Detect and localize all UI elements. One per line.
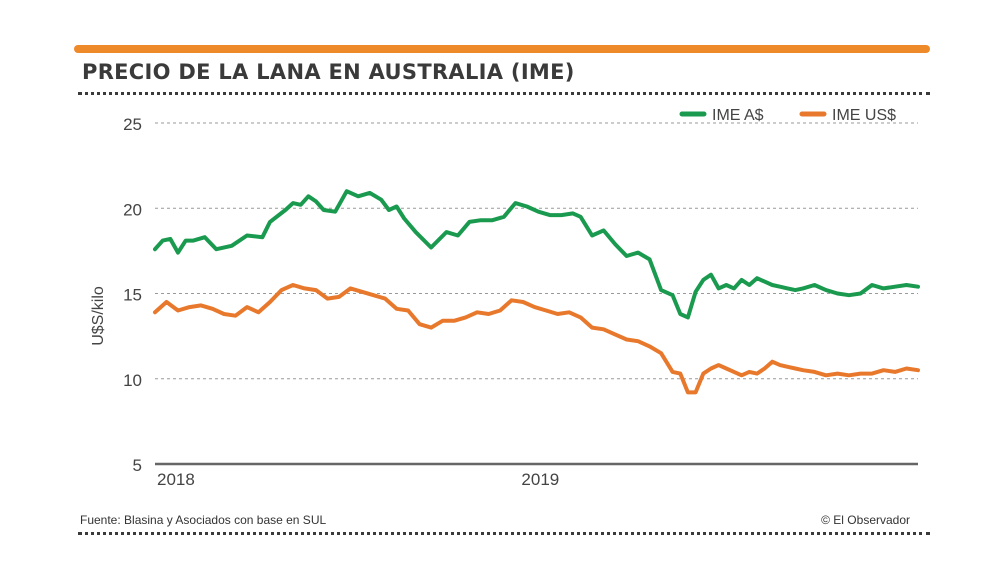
source-note: Fuente: Blasina y Asociados con base en … xyxy=(80,513,327,527)
y-axis-label: U$S/kilo xyxy=(90,286,107,346)
x-tick-label-2019: 2019 xyxy=(521,470,559,489)
page-title: PRECIO DE LA LANA EN AUSTRALIA (IME) xyxy=(82,60,575,84)
y-tick-label-25: 25 xyxy=(123,115,142,134)
y-tick-label-10: 10 xyxy=(123,371,142,390)
y-tick-label-5: 5 xyxy=(133,456,142,475)
legend-label-ime-usd: IME US$ xyxy=(832,107,896,124)
header-accent-bar xyxy=(74,45,930,53)
copyright-credit: © El Observador xyxy=(821,513,910,527)
divider-bottom xyxy=(78,532,930,535)
x-tick-label-2018: 2018 xyxy=(157,470,195,489)
legend-label-ime-aud: IME A$ xyxy=(712,107,764,124)
series-line-ime-usd xyxy=(153,283,920,395)
divider-top xyxy=(78,92,930,95)
y-tick-label-20: 20 xyxy=(123,200,142,219)
y-tick-label-15: 15 xyxy=(123,286,142,305)
series-line-ime-aud xyxy=(153,189,920,320)
